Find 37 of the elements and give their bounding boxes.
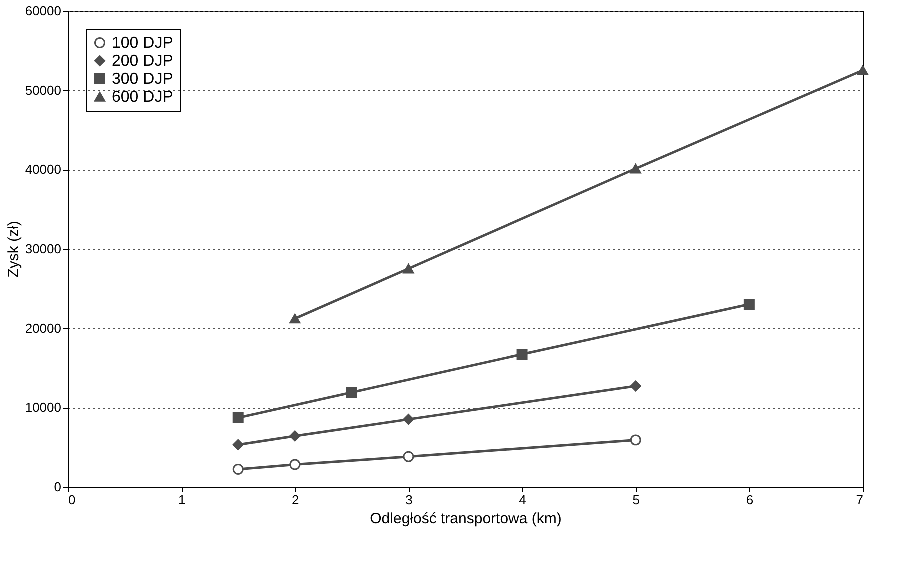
point <box>630 164 642 174</box>
x-tick-label: 3 <box>406 492 413 508</box>
x-tick-label: 0 <box>68 492 76 508</box>
point <box>346 387 358 398</box>
point <box>232 439 244 450</box>
y-tick-label: 0 <box>54 480 62 494</box>
x-tick-label: 1 <box>178 492 186 508</box>
y-tick-label: 30000 <box>25 242 62 256</box>
y-tick-label: 60000 <box>25 4 62 18</box>
point <box>403 414 414 426</box>
legend-label: 300 DJP <box>112 71 174 88</box>
point <box>232 412 244 424</box>
legend-label: 600 DJP <box>112 89 174 106</box>
x-axis-title: Odległość transportowa (km) <box>370 510 562 528</box>
point <box>403 264 414 274</box>
y-tick-label: 50000 <box>25 82 62 98</box>
point <box>516 349 528 360</box>
point <box>290 459 301 470</box>
legend-label: 100 DJP <box>112 35 174 52</box>
x-tick-label: 4 <box>519 492 526 508</box>
y-tick-label: 20000 <box>25 320 62 336</box>
x-tick-label: 5 <box>632 492 640 508</box>
x-tick-label: 7 <box>856 492 864 508</box>
x-tick-label: 6 <box>746 492 754 508</box>
x-tick-label: 2 <box>292 492 300 508</box>
legend-label: 200 DJP <box>112 53 174 70</box>
point <box>232 464 244 476</box>
point <box>290 430 301 442</box>
point <box>630 380 642 392</box>
point <box>290 314 301 324</box>
point <box>403 451 414 462</box>
point <box>744 299 755 310</box>
y-axis-title: Zysk (zł) <box>5 221 22 278</box>
point <box>630 434 642 446</box>
y-tick-label: 40000 <box>25 162 62 178</box>
y-tick-label: 10000 <box>25 400 62 416</box>
point <box>858 66 868 76</box>
